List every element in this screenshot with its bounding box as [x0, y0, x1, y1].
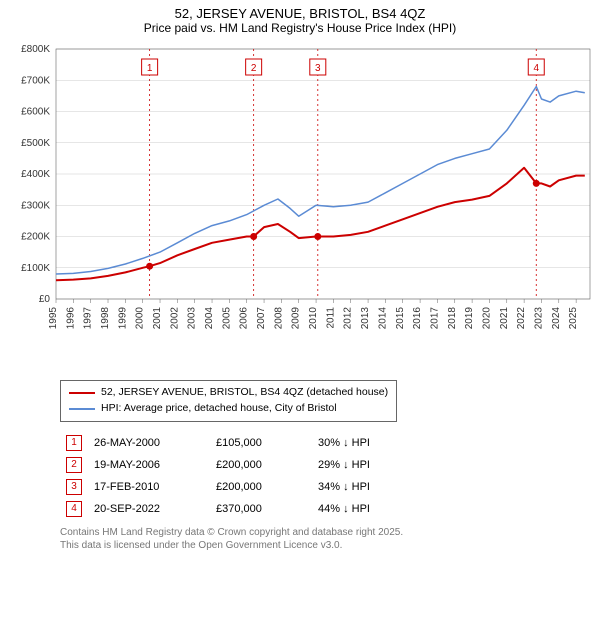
svg-text:2004: 2004	[204, 307, 215, 330]
footer-line-2: This data is licensed under the Open Gov…	[60, 539, 580, 552]
svg-text:£400K: £400K	[21, 169, 50, 180]
svg-text:2006: 2006	[239, 307, 250, 330]
svg-text:2025: 2025	[568, 307, 579, 330]
transactions-table: 1 26-MAY-2000£105,00030% ↓ HPI 2 19-MAY-200…	[60, 432, 376, 520]
transaction-badge: 4	[66, 501, 82, 517]
transaction-delta: 44% ↓ HPI	[312, 498, 376, 520]
chart-title: 52, JERSEY AVENUE, BRISTOL, BS4 4QZ	[0, 0, 600, 21]
svg-text:2013: 2013	[360, 307, 371, 330]
footer-attribution: Contains HM Land Registry data © Crown c…	[60, 526, 580, 552]
svg-text:2024: 2024	[551, 307, 562, 330]
transaction-delta: 34% ↓ HPI	[312, 476, 376, 498]
transaction-badge: 3	[66, 479, 82, 495]
svg-text:£800K: £800K	[21, 44, 50, 55]
transaction-price: £370,000	[210, 498, 312, 520]
svg-text:£0: £0	[39, 294, 51, 305]
svg-text:2005: 2005	[221, 307, 232, 330]
legend-swatch	[69, 408, 95, 410]
svg-text:2021: 2021	[499, 307, 510, 330]
svg-text:£500K: £500K	[21, 138, 50, 149]
transaction-date: 19-MAY-2006	[88, 454, 210, 476]
transaction-delta: 30% ↓ HPI	[312, 432, 376, 454]
svg-text:1996: 1996	[65, 307, 76, 330]
chart-subtitle: Price paid vs. HM Land Registry's House …	[0, 21, 600, 39]
svg-text:£100K: £100K	[21, 263, 50, 274]
legend-item: 52, JERSEY AVENUE, BRISTOL, BS4 4QZ (det…	[69, 385, 388, 401]
transaction-date: 20-SEP-2022	[88, 498, 210, 520]
svg-text:2022: 2022	[516, 307, 527, 330]
svg-text:£600K: £600K	[21, 107, 50, 118]
legend-swatch	[69, 392, 95, 394]
table-row: 1 26-MAY-2000£105,00030% ↓ HPI	[60, 432, 376, 454]
svg-text:£700K: £700K	[21, 75, 50, 86]
svg-text:2020: 2020	[481, 307, 492, 330]
svg-text:2010: 2010	[308, 307, 319, 330]
table-row: 4 20-SEP-2022£370,00044% ↓ HPI	[60, 498, 376, 520]
svg-text:2000: 2000	[135, 307, 146, 330]
svg-text:2016: 2016	[412, 307, 423, 330]
table-row: 2 19-MAY-2006£200,00029% ↓ HPI	[60, 454, 376, 476]
svg-text:£200K: £200K	[21, 232, 50, 243]
svg-text:2003: 2003	[187, 307, 198, 330]
transaction-delta: 29% ↓ HPI	[312, 454, 376, 476]
transaction-price: £200,000	[210, 476, 312, 498]
chart-area: £0 £100K £200K £300K £400K £500K £600K £700K £80…	[0, 39, 600, 374]
legend-label: HPI: Average price, detached house, City…	[101, 401, 337, 417]
svg-text:2015: 2015	[395, 307, 406, 330]
legend-label: 52, JERSEY AVENUE, BRISTOL, BS4 4QZ (det…	[101, 385, 388, 401]
transaction-badge: 2	[66, 457, 82, 473]
svg-text:£300K: £300K	[21, 200, 50, 211]
svg-text:2008: 2008	[273, 307, 284, 330]
svg-text:2011: 2011	[325, 307, 336, 329]
footer-line-1: Contains HM Land Registry data © Crown c…	[60, 526, 580, 539]
transaction-date: 26-MAY-2000	[88, 432, 210, 454]
svg-text:2007: 2007	[256, 307, 267, 330]
svg-text:1995: 1995	[48, 307, 59, 330]
table-row: 3 17-FEB-2010£200,00034% ↓ HPI	[60, 476, 376, 498]
svg-text:1999: 1999	[117, 307, 128, 330]
svg-text:2012: 2012	[343, 307, 354, 330]
svg-text:2023: 2023	[533, 307, 544, 330]
svg-text:2002: 2002	[169, 307, 180, 330]
svg-text:1: 1	[147, 63, 153, 74]
svg-text:2018: 2018	[447, 307, 458, 330]
svg-text:3: 3	[315, 63, 321, 74]
svg-text:4: 4	[533, 63, 539, 74]
svg-text:2009: 2009	[291, 307, 302, 330]
svg-text:2019: 2019	[464, 307, 475, 330]
svg-text:2001: 2001	[152, 307, 163, 330]
svg-text:2017: 2017	[429, 307, 440, 330]
transaction-price: £200,000	[210, 454, 312, 476]
legend: 52, JERSEY AVENUE, BRISTOL, BS4 4QZ (det…	[60, 380, 397, 422]
transaction-date: 17-FEB-2010	[88, 476, 210, 498]
legend-item: HPI: Average price, detached house, City…	[69, 401, 388, 417]
line-chart: £0 £100K £200K £300K £400K £500K £600K £700K £80…	[0, 39, 600, 369]
transaction-badge: 1	[66, 435, 82, 451]
svg-text:2: 2	[251, 63, 257, 74]
transaction-price: £105,000	[210, 432, 312, 454]
svg-text:1998: 1998	[100, 307, 111, 330]
svg-text:2014: 2014	[377, 307, 388, 330]
svg-text:1997: 1997	[83, 307, 94, 330]
